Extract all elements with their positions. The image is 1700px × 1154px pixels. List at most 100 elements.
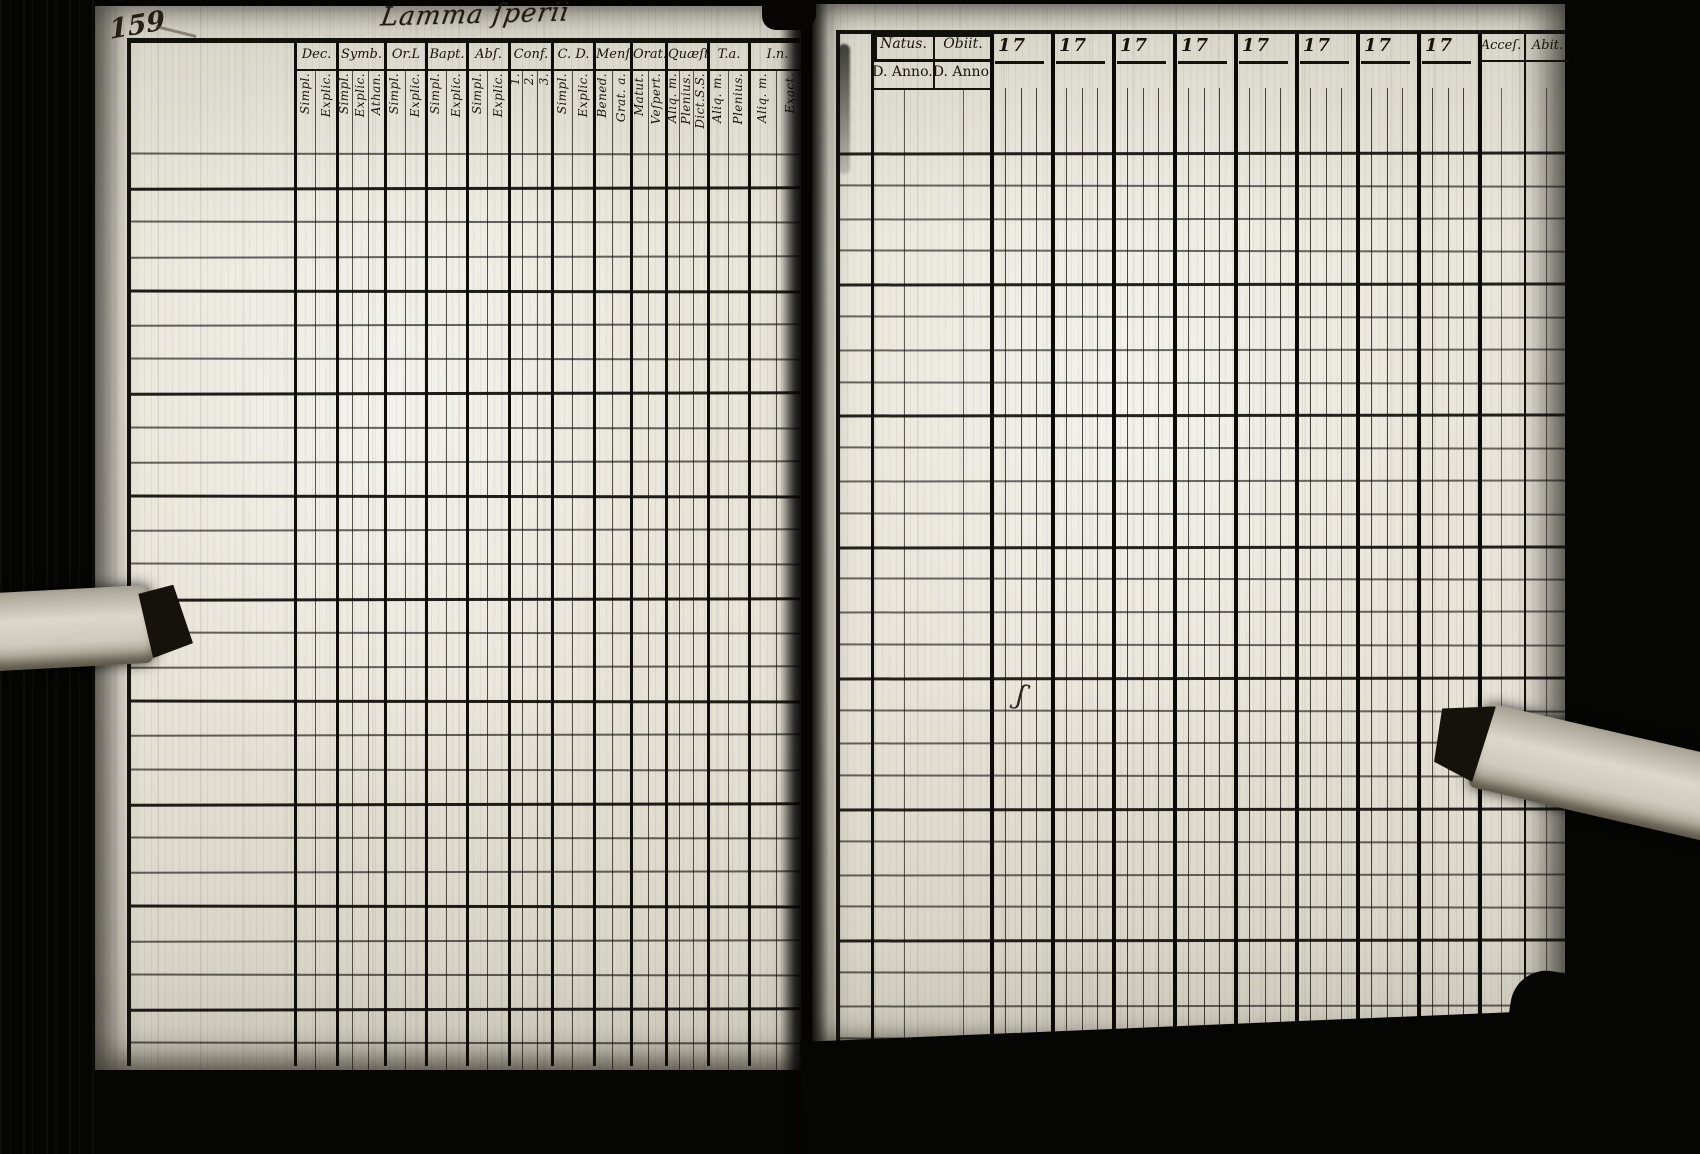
grid-row-line xyxy=(839,873,1566,877)
ledger-page-right: Natus. Obiit. D. Anno. D. Anno. 17 17 17 17 17 17… xyxy=(812,4,1569,1052)
grid-row-line xyxy=(130,973,801,977)
year-subcolumn-line xyxy=(1325,88,1327,1046)
year-subcolumn-line xyxy=(1142,88,1144,1046)
grid-row-line xyxy=(130,426,801,430)
year-column-separator xyxy=(1417,34,1421,1042)
grid-row-line xyxy=(839,905,1566,910)
grid-row-line xyxy=(130,254,801,259)
year-subcolumn-line xyxy=(1279,88,1281,1046)
subcolumn-separator xyxy=(368,69,369,1071)
subcolumn-separator xyxy=(404,69,406,1071)
grid-row-line xyxy=(839,348,1566,352)
year-underline xyxy=(1361,61,1410,64)
grid-row-line xyxy=(839,1004,1566,1008)
acces-label: Acceſ. xyxy=(1480,38,1522,53)
obiit-subheader: D. Anno. xyxy=(932,64,994,80)
grid-row-line xyxy=(130,289,801,294)
year-column-separator xyxy=(990,34,994,1042)
grid-row-line xyxy=(130,631,801,635)
subcolumn-separator xyxy=(776,69,777,1071)
column-group-label: Dec. xyxy=(297,43,336,71)
acces-abit-divider xyxy=(1524,34,1526,1042)
year-underline xyxy=(995,61,1044,64)
grid-row-line xyxy=(839,249,1566,254)
subcolumn-separator xyxy=(315,69,316,1071)
subcolumn-separator xyxy=(727,69,729,1071)
grid-row-line xyxy=(839,643,1566,647)
holder-body xyxy=(0,584,154,672)
column-separator xyxy=(466,43,469,1066)
column-group-label: Or.L xyxy=(387,43,425,71)
subcolumn-separator xyxy=(487,69,488,1071)
column-group-label: Conf. xyxy=(511,43,551,71)
sub-column-label-text: Simpl. xyxy=(554,73,569,115)
year-label: 17 xyxy=(1425,35,1455,56)
subcolumn-separator xyxy=(536,69,538,1071)
year-subcolumn-line xyxy=(1203,88,1205,1046)
sub-column-label-text: Matut. xyxy=(631,73,646,117)
grid-row-line xyxy=(839,151,1566,156)
grid-row-line xyxy=(839,545,1566,550)
sub-column-label-text: 1. xyxy=(508,73,523,86)
year-label: 17 xyxy=(1242,35,1272,56)
column-group-label: Quæſt. xyxy=(668,43,707,71)
year-subcolumn-line xyxy=(1371,88,1373,1046)
year-subcolumn-line xyxy=(1127,88,1129,1046)
sub-column-label-text: Plenius. xyxy=(730,73,745,125)
subcolumn-separator xyxy=(522,69,524,1071)
year-underline xyxy=(1117,61,1166,64)
grid-row-line xyxy=(839,577,1566,582)
sub-column-label-text: Plenius. xyxy=(679,73,693,125)
acces-abit-underline xyxy=(1478,60,1569,62)
subcolumn-separator xyxy=(693,69,694,1071)
year-label: 17 xyxy=(1120,35,1150,56)
sub-column-label-text: Bened. xyxy=(595,73,610,118)
sub-column-label-text: Simpl. xyxy=(297,73,312,115)
grid-row-line xyxy=(130,802,801,807)
year-subcolumn-line xyxy=(1447,88,1449,1046)
sub-column-label-text: Simpl. xyxy=(428,73,443,115)
sub-column-label-text: Simpl. xyxy=(387,73,402,115)
year-label: 17 xyxy=(1303,35,1333,56)
left-register-table: Dec. Simpl. Explic. Symb. Simpl. Explic. Athan… xyxy=(127,38,804,1071)
sub-column-label-text: Explic. xyxy=(575,73,590,118)
grid-row-line xyxy=(839,217,1566,221)
year-end-separator xyxy=(1478,34,1482,1042)
sub-column-label-text: Simpl. xyxy=(337,73,351,115)
grid-row-line xyxy=(839,840,1566,844)
page-holder-left xyxy=(0,579,194,675)
sub-column-label-text: Aliq. m. xyxy=(755,73,769,124)
year-subcolumn-line xyxy=(1462,88,1464,1046)
column-group-label: Abſ. xyxy=(469,43,508,71)
year-column-separator xyxy=(1173,34,1177,1042)
year-column-separator xyxy=(1051,34,1055,1042)
abit-mid-line xyxy=(1546,88,1547,1046)
subcolumn-separator xyxy=(445,69,447,1071)
ledger-page-left: 159 Lamma ſperii Dec. Simpl. Explic. Symb. S… xyxy=(95,0,804,1071)
column-separator xyxy=(630,43,633,1066)
year-subcolumn-line xyxy=(1432,88,1434,1046)
natus-subheader: D. Anno. xyxy=(872,64,933,80)
column-separator xyxy=(707,43,710,1066)
sub-column-label-text: Dict.S.S. xyxy=(693,73,707,129)
grid-row-line xyxy=(839,807,1566,812)
sub-column-label-text: Explic. xyxy=(490,73,505,118)
year-underline xyxy=(1422,61,1471,64)
year-label: 17 xyxy=(1059,35,1089,56)
sub-column-label-text: Explic. xyxy=(318,73,333,118)
natus-label: Natus. xyxy=(880,36,927,52)
year-label: 17 xyxy=(1181,35,1211,56)
year-subcolumn-line xyxy=(1035,88,1037,1046)
grid-row-line xyxy=(130,460,801,464)
year-subcolumn-line xyxy=(1310,88,1312,1046)
grid-row-line xyxy=(839,446,1566,450)
grid-row-line xyxy=(130,596,801,602)
year-subcolumn-line xyxy=(1401,88,1403,1046)
column-group-label: T.a. xyxy=(710,43,748,71)
column-group-label: Symb. xyxy=(339,43,384,71)
column-separator xyxy=(294,43,297,1066)
year-subcolumn-line xyxy=(1081,88,1083,1046)
year-subcolumn-line xyxy=(1218,88,1220,1046)
bottom-right-shadow xyxy=(1478,965,1700,1154)
